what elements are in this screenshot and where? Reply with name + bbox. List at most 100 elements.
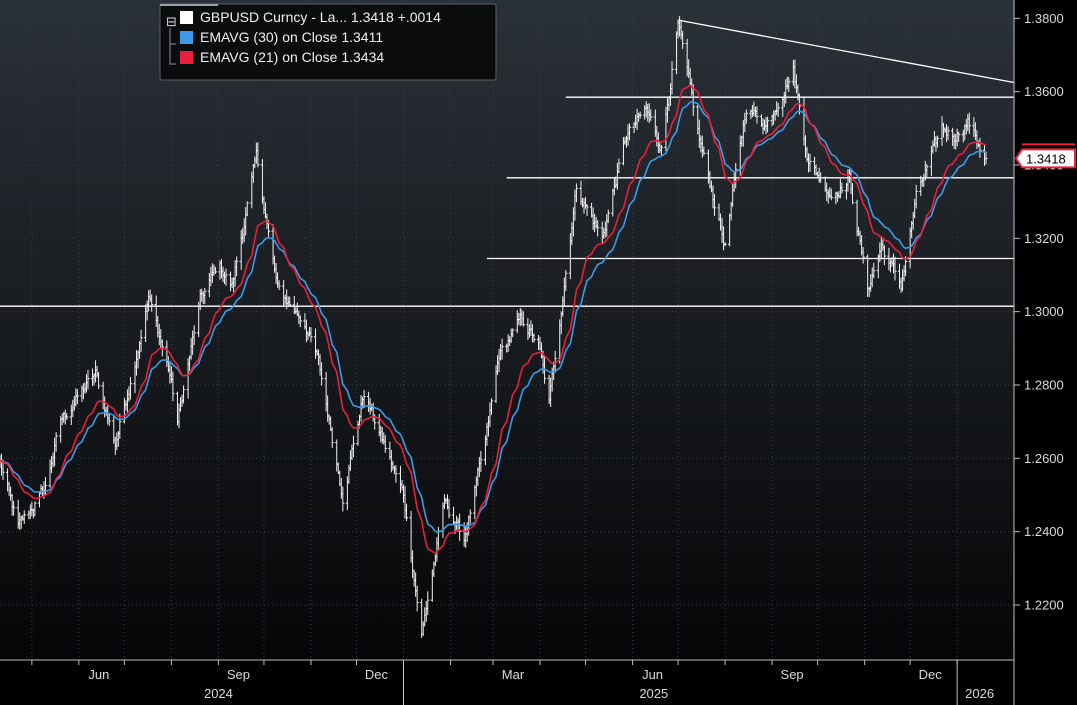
price-bar: [75, 389, 79, 405]
ema-line-21: [0, 84, 987, 554]
price-tick-label: 1.2800: [1024, 378, 1064, 393]
price-bar: [171, 371, 175, 402]
price-bar: [511, 328, 515, 338]
price-tick-label: 1.3000: [1024, 304, 1064, 319]
price-tick-label: 1.3800: [1024, 11, 1064, 26]
price-bar: [532, 333, 536, 343]
price-bar: [723, 242, 727, 247]
legend-swatch: [180, 11, 193, 24]
ema-lines: [0, 84, 987, 554]
price-bar: [967, 112, 971, 134]
month-tick-label: Jun: [88, 667, 109, 682]
price-bar: [319, 362, 324, 386]
price-bar: [65, 412, 69, 420]
price-bar: [702, 146, 706, 156]
price-bar: [978, 137, 982, 158]
month-tick-label: Jun: [642, 667, 663, 682]
price-bar: [351, 435, 356, 458]
price-bar: [984, 151, 988, 165]
price-bar: [957, 131, 961, 142]
price-bar: [415, 585, 419, 612]
legend[interactable]: ⊟ GBPUSD Curncy - La... 1.3418 +.0014 EMAV…: [159, 3, 497, 81]
price-bar: [33, 501, 37, 517]
price-bar: [712, 193, 717, 216]
month-tick-label: Sep: [227, 667, 250, 682]
price-bar: [734, 162, 738, 189]
price-bar: [224, 268, 228, 286]
price-bar: [107, 413, 111, 426]
ema-line-30: [0, 100, 987, 533]
price-bar: [596, 220, 600, 237]
price-bar: [22, 510, 26, 524]
legend-entry-label: EMAVG (21) on Close 1.3434: [200, 49, 384, 65]
price-bar: [521, 311, 525, 327]
price-bar: [256, 142, 260, 168]
price-bar: [861, 247, 865, 264]
price-bar: [914, 184, 918, 209]
price-bar: [277, 280, 281, 290]
price-bar: [808, 153, 812, 172]
price-bar: [819, 172, 823, 183]
price-bar: [181, 385, 186, 404]
price-bar: [118, 413, 122, 439]
month-tick-label: Sep: [781, 667, 804, 682]
price-tick-label: 1.2600: [1024, 451, 1064, 466]
price-bar: [394, 465, 398, 483]
last-price-tag-label: 1.3418: [1026, 151, 1066, 166]
price-bar: [362, 389, 366, 408]
price-bar: [479, 450, 483, 472]
legend-swatch: [180, 51, 193, 64]
price-bar: [86, 369, 90, 390]
legend-collapse-icon: ⊟: [166, 14, 177, 29]
price-bar: [893, 256, 897, 281]
price-bar: [213, 266, 218, 274]
year-label: 2024: [204, 686, 233, 701]
price-bar: [458, 513, 462, 541]
month-tick-label: Mar: [502, 667, 525, 682]
price-bar: [638, 111, 642, 119]
legend-entry-label: GBPUSD Curncy - La... 1.3418 +.0014: [200, 9, 441, 25]
month-tick-label: Dec: [365, 667, 389, 682]
price-bar: [935, 135, 940, 148]
legend-top-accent: [160, 4, 218, 6]
price-bar: [564, 270, 568, 292]
legend-entry-label: EMAVG (30) on Close 1.3411: [200, 29, 383, 45]
price-bar: [404, 503, 409, 522]
price-bar: [383, 435, 387, 453]
price-tick-label: 1.3200: [1024, 231, 1064, 246]
axis-background: [1014, 0, 1077, 705]
price-bar: [850, 183, 855, 205]
price-bar: [681, 31, 685, 49]
price-bar: [627, 123, 632, 141]
price-bar: [309, 327, 313, 343]
price-bar: [755, 106, 759, 124]
price-bar: [245, 201, 249, 217]
trend-line: [677, 19, 1015, 84]
price-bar: [585, 204, 589, 216]
price-bar: [659, 144, 663, 156]
price-bar: [691, 84, 695, 116]
price-bar: [426, 591, 430, 615]
price-bar: [489, 398, 494, 415]
price-bar: [468, 509, 472, 524]
price-tick-label: 1.2400: [1024, 524, 1064, 539]
price-bar: [882, 245, 886, 266]
price-bar: [574, 183, 579, 203]
month-tick-label: Dec: [919, 667, 943, 682]
price-bar: [43, 477, 48, 496]
price-bar: [670, 60, 674, 95]
price-bar: [553, 350, 557, 373]
price-bar: [765, 116, 770, 133]
year-label: 2025: [639, 686, 668, 701]
legend-box: [159, 3, 497, 81]
price-bar: [744, 109, 748, 124]
support-resistance-lines: [0, 19, 1015, 307]
price-bar: [829, 188, 833, 201]
price-bar: [54, 432, 58, 452]
legend-tree-lines: [169, 28, 176, 65]
price-bar: [649, 109, 653, 121]
price-bar: [787, 76, 791, 93]
price-tick-label: 1.2200: [1024, 598, 1064, 613]
